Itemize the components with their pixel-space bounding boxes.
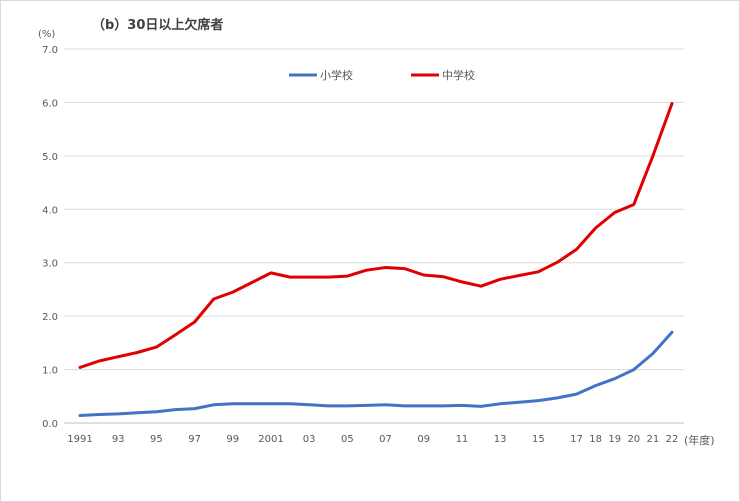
x-tick-label: 05 bbox=[341, 434, 354, 445]
x-tick-label: 11 bbox=[456, 434, 469, 445]
x-tick-label: 99 bbox=[226, 434, 239, 445]
y-tick-label: 1.0 bbox=[42, 366, 58, 377]
y-tick-label: 2.0 bbox=[42, 312, 58, 323]
series-line-junior-high bbox=[78, 102, 674, 369]
x-tick-label: 95 bbox=[150, 434, 163, 445]
chart-title: （b）30日以上欠席者 bbox=[92, 18, 224, 33]
y-tick-label: 4.0 bbox=[42, 205, 58, 216]
y-tick-label: 6.0 bbox=[42, 98, 58, 109]
x-tick-label: 2001 bbox=[258, 434, 283, 445]
x-tick-label: 07 bbox=[379, 434, 392, 445]
x-tick-label: 13 bbox=[494, 434, 507, 445]
series-line-elementary bbox=[78, 330, 674, 417]
x-tick-label: 03 bbox=[303, 434, 316, 445]
y-tick-label: 7.0 bbox=[42, 45, 58, 56]
x-tick-label: 97 bbox=[188, 434, 201, 445]
x-unit-label: (年度) bbox=[684, 434, 715, 447]
x-tick-label: 1991 bbox=[67, 434, 92, 445]
y-tick-label: 5.0 bbox=[42, 152, 58, 163]
x-tick-label: 17 bbox=[570, 434, 583, 445]
x-tick-label: 19 bbox=[608, 434, 621, 445]
y-tick-label: 3.0 bbox=[42, 259, 58, 270]
y-tick-label: 0.0 bbox=[42, 419, 58, 430]
x-tick-label: 18 bbox=[589, 434, 602, 445]
legend-label: 小学校 bbox=[320, 68, 353, 82]
x-tick-label: 09 bbox=[417, 434, 430, 445]
x-tick-label: 20 bbox=[627, 434, 640, 445]
legend-label: 中学校 bbox=[442, 68, 475, 82]
x-tick-label: 93 bbox=[112, 434, 125, 445]
x-tick-label: 22 bbox=[666, 434, 679, 445]
y-unit-label: (%) bbox=[38, 29, 56, 40]
x-tick-label: 15 bbox=[532, 434, 545, 445]
x-tick-label: 21 bbox=[647, 434, 660, 445]
